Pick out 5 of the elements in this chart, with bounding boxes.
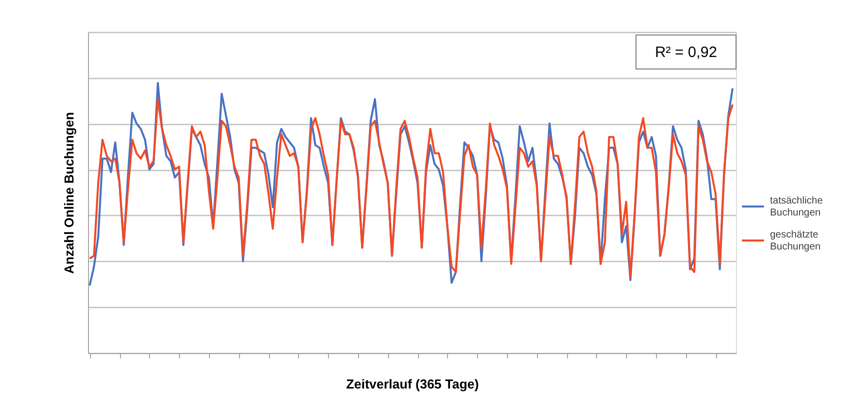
y-axis-title: Anzahl Online Buchungen bbox=[62, 112, 76, 274]
legend-label: geschätzte Buchungen bbox=[770, 230, 821, 252]
x-axis-title: Zeitverlauf (365 Tage) bbox=[346, 376, 479, 392]
text: R² = 0,92 bbox=[654, 44, 718, 61]
legend-label: tatsächliche Buchungen bbox=[770, 196, 824, 218]
